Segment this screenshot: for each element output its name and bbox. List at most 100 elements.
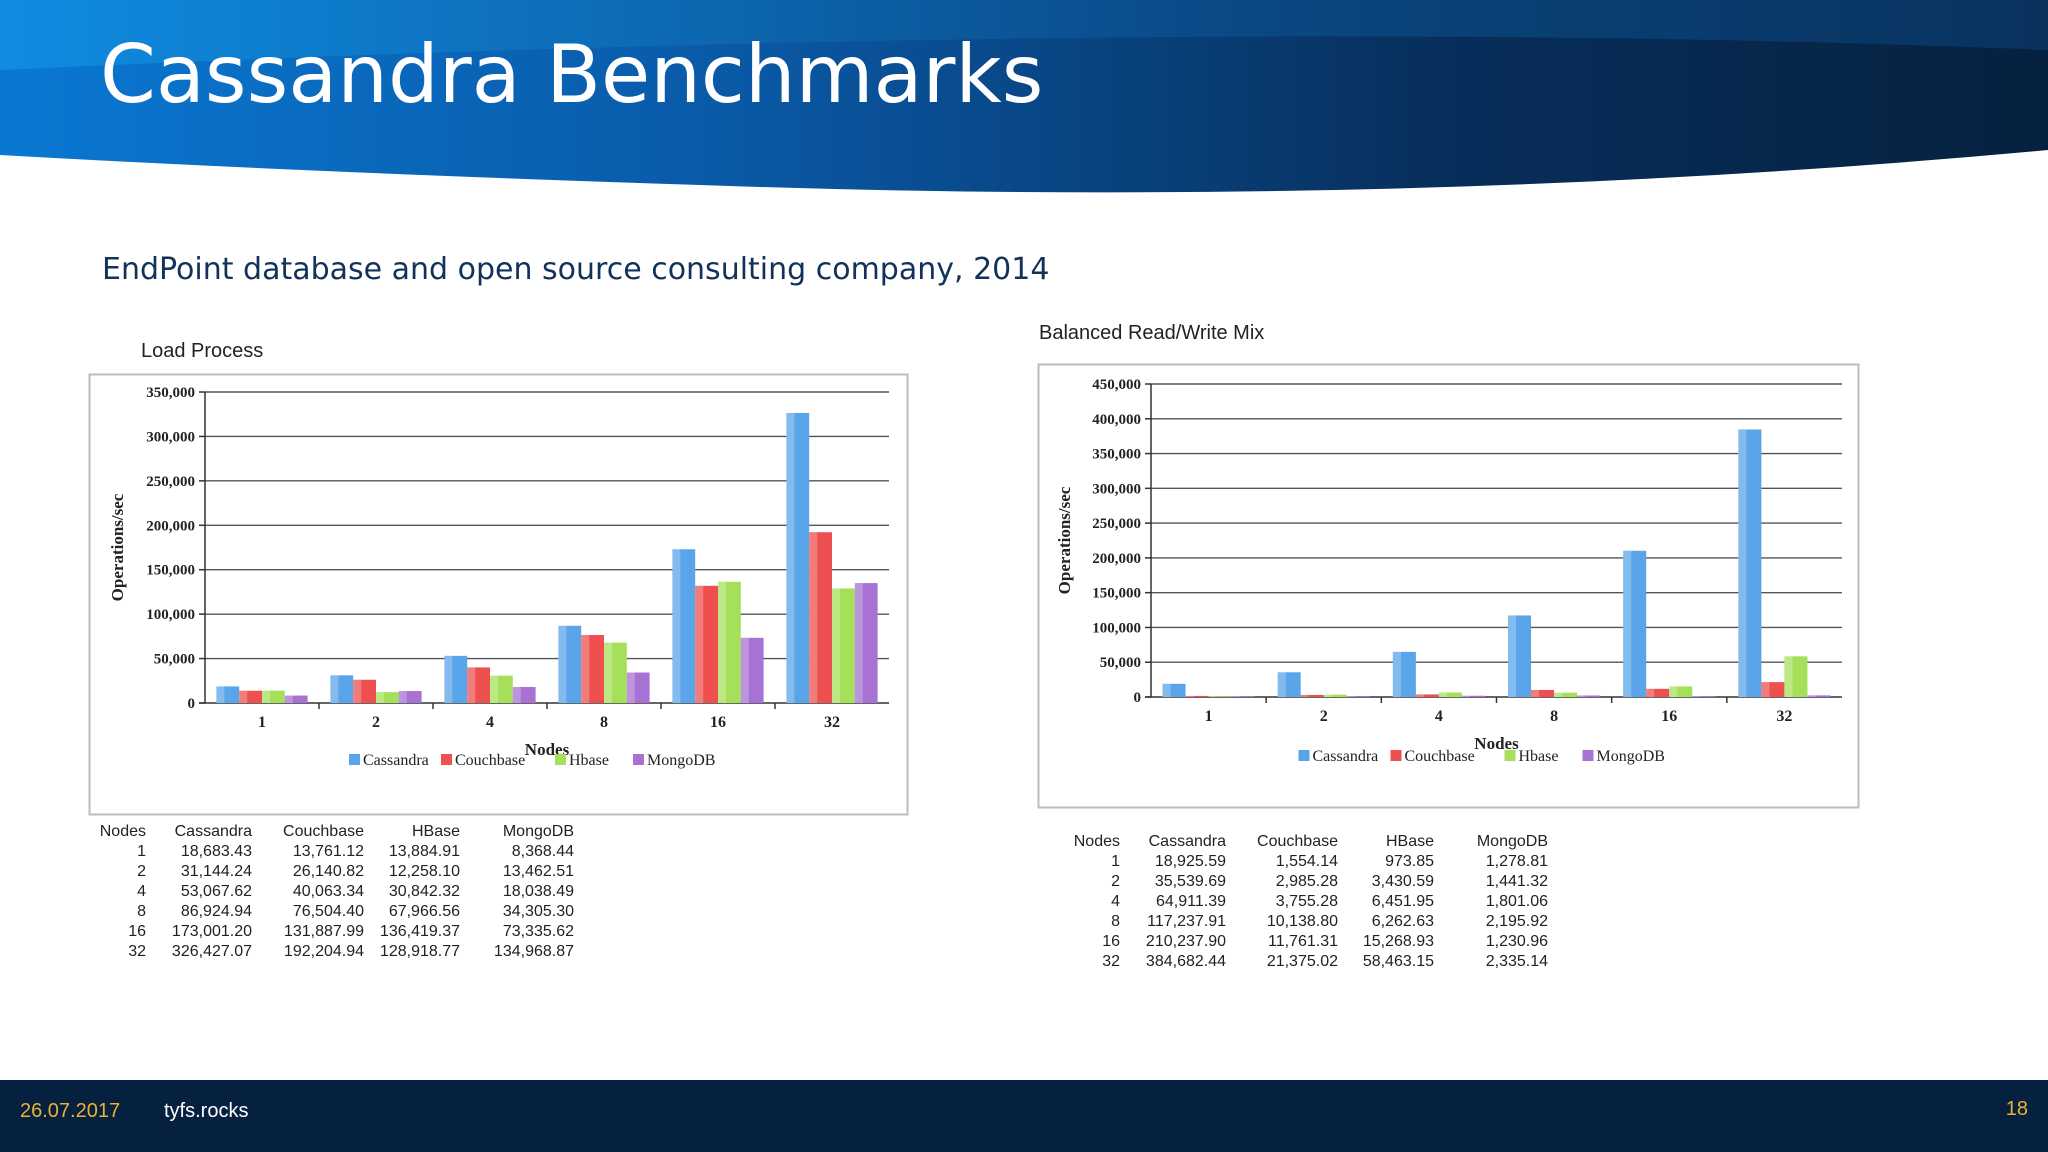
table-cell: 30,842.32 (364, 882, 460, 902)
table-cell: 1,278.81 (1434, 852, 1548, 872)
table-row: 16 210,237.90 11,761.31 15,268.93 1,230.96 (1072, 932, 1548, 952)
table-row: 1 18,683.43 13,761.12 13,884.91 8,368.44 (98, 842, 574, 862)
bar-highlight (1462, 696, 1470, 697)
table-cell: 16 (98, 922, 146, 942)
table-cell: 8 (1072, 912, 1120, 932)
legend-swatch-couchbase (1391, 750, 1402, 761)
bar-highlight (239, 691, 247, 703)
bar-highlight (467, 667, 475, 703)
table-row: 8 117,237.91 10,138.80 6,262.63 2,195.92 (1072, 912, 1548, 932)
table-cell: 1,554.14 (1226, 852, 1338, 872)
bar-highlight (399, 691, 407, 703)
y-tick-label: 150,000 (146, 563, 195, 579)
chart-frame (90, 375, 908, 815)
table-cell: 173,001.20 (146, 922, 252, 942)
x-tick-label: 1 (258, 714, 266, 731)
legend-label-couchbase: Couchbase (455, 752, 525, 769)
bar-highlight (490, 676, 498, 703)
x-tick-label: 2 (1320, 708, 1328, 725)
table-cell: 12,258.10 (364, 862, 460, 882)
table-header-cell: Nodes (98, 822, 146, 842)
x-tick-label: 8 (1550, 708, 1558, 725)
table-cell: 4 (1072, 892, 1120, 912)
bar-highlight (1278, 672, 1286, 697)
table-cell: 53,067.62 (146, 882, 252, 902)
bar-highlight (513, 687, 521, 703)
bar-highlight (1324, 695, 1332, 697)
table-cell: 136,419.37 (364, 922, 460, 942)
y-tick-label: 0 (188, 696, 196, 712)
table-cell: 40,063.34 (252, 882, 364, 902)
bar-highlight (604, 643, 612, 703)
bar-highlight (718, 582, 726, 703)
bar-highlight (1209, 696, 1217, 697)
bar-highlight (1807, 695, 1815, 697)
bar-highlight (1186, 696, 1194, 697)
bar-highlight (809, 532, 817, 703)
bar-highlight (1669, 686, 1677, 697)
bar-highlight (1439, 693, 1447, 697)
bar-highlight (855, 583, 863, 703)
y-tick-label: 100,000 (146, 607, 195, 623)
table-cell: 10,138.80 (1226, 912, 1338, 932)
bar-highlight (1416, 694, 1424, 697)
bar-highlight (1692, 696, 1700, 697)
table-cell: 18,683.43 (146, 842, 252, 862)
table-cell: 1,441.32 (1434, 872, 1548, 892)
table-cell: 2,335.14 (1434, 952, 1548, 972)
table-cell: 35,539.69 (1120, 872, 1226, 892)
y-tick-label: 300,000 (1092, 481, 1141, 497)
bar-highlight (376, 692, 384, 703)
table-header-cell: Cassandra (1120, 832, 1226, 852)
table-cell: 131,887.99 (252, 922, 364, 942)
table-cell: 8 (98, 902, 146, 922)
y-tick-label: 0 (1134, 690, 1142, 706)
table-balanced-mix: Nodes Cassandra Couchbase HBase MongoDB 1 18,9… (1072, 832, 1548, 972)
bar-highlight (330, 675, 338, 703)
bar-highlight (695, 586, 703, 703)
table-cell: 134,968.87 (460, 942, 574, 962)
table-cell: 18,925.59 (1120, 852, 1226, 872)
table-header-cell: HBase (1338, 832, 1434, 852)
table-cell: 32 (98, 942, 146, 962)
table-cell: 1 (1072, 852, 1120, 872)
footer-bar (0, 1080, 2048, 1152)
bar-highlight (832, 588, 840, 703)
table-cell: 2,985.28 (1226, 872, 1338, 892)
table-cell: 32 (1072, 952, 1120, 972)
table-row: 4 64,911.39 3,755.28 6,451.95 1,801.06 (1072, 892, 1548, 912)
legend-label-hbase: Hbase (1519, 748, 1559, 765)
chart-title-balanced-mix: Balanced Read/Write Mix (1039, 322, 1264, 345)
table-cell: 13,761.12 (252, 842, 364, 862)
y-tick-label: 200,000 (146, 518, 195, 534)
table-cell: 3,755.28 (1226, 892, 1338, 912)
bar-highlight (1554, 693, 1562, 697)
legend-label-cassandra: Cassandra (363, 752, 429, 769)
x-tick-label: 16 (710, 714, 726, 731)
table-cell: 3,430.59 (1338, 872, 1434, 892)
table-cell: 2 (98, 862, 146, 882)
bar-highlight (1393, 652, 1401, 697)
table-cell: 2 (1072, 872, 1120, 892)
x-tick-label: 16 (1661, 708, 1677, 725)
x-tick-label: 4 (486, 714, 494, 731)
table-cell: 117,237.91 (1120, 912, 1226, 932)
bar-highlight (353, 680, 361, 703)
table-cell: 128,918.77 (364, 942, 460, 962)
legend-swatch-hbase (555, 754, 566, 765)
bar-highlight (1738, 429, 1746, 697)
y-tick-label: 200,000 (1092, 551, 1141, 567)
legend-swatch-mongodb (633, 754, 644, 765)
bar-highlight (581, 635, 589, 703)
table-row: 2 31,144.24 26,140.82 12,258.10 13,462.51 (98, 862, 574, 882)
table-cell: 11,761.31 (1226, 932, 1338, 952)
x-tick-label: 4 (1435, 708, 1443, 725)
table-cell: 6,451.95 (1338, 892, 1434, 912)
bar-highlight (627, 673, 635, 703)
table-header-cell: HBase (364, 822, 460, 842)
bar-highlight (558, 626, 566, 703)
legend-label-couchbase: Couchbase (1405, 748, 1475, 765)
y-tick-label: 350,000 (1092, 447, 1141, 463)
bar-highlight (1784, 656, 1792, 697)
table-cell: 192,204.94 (252, 942, 364, 962)
